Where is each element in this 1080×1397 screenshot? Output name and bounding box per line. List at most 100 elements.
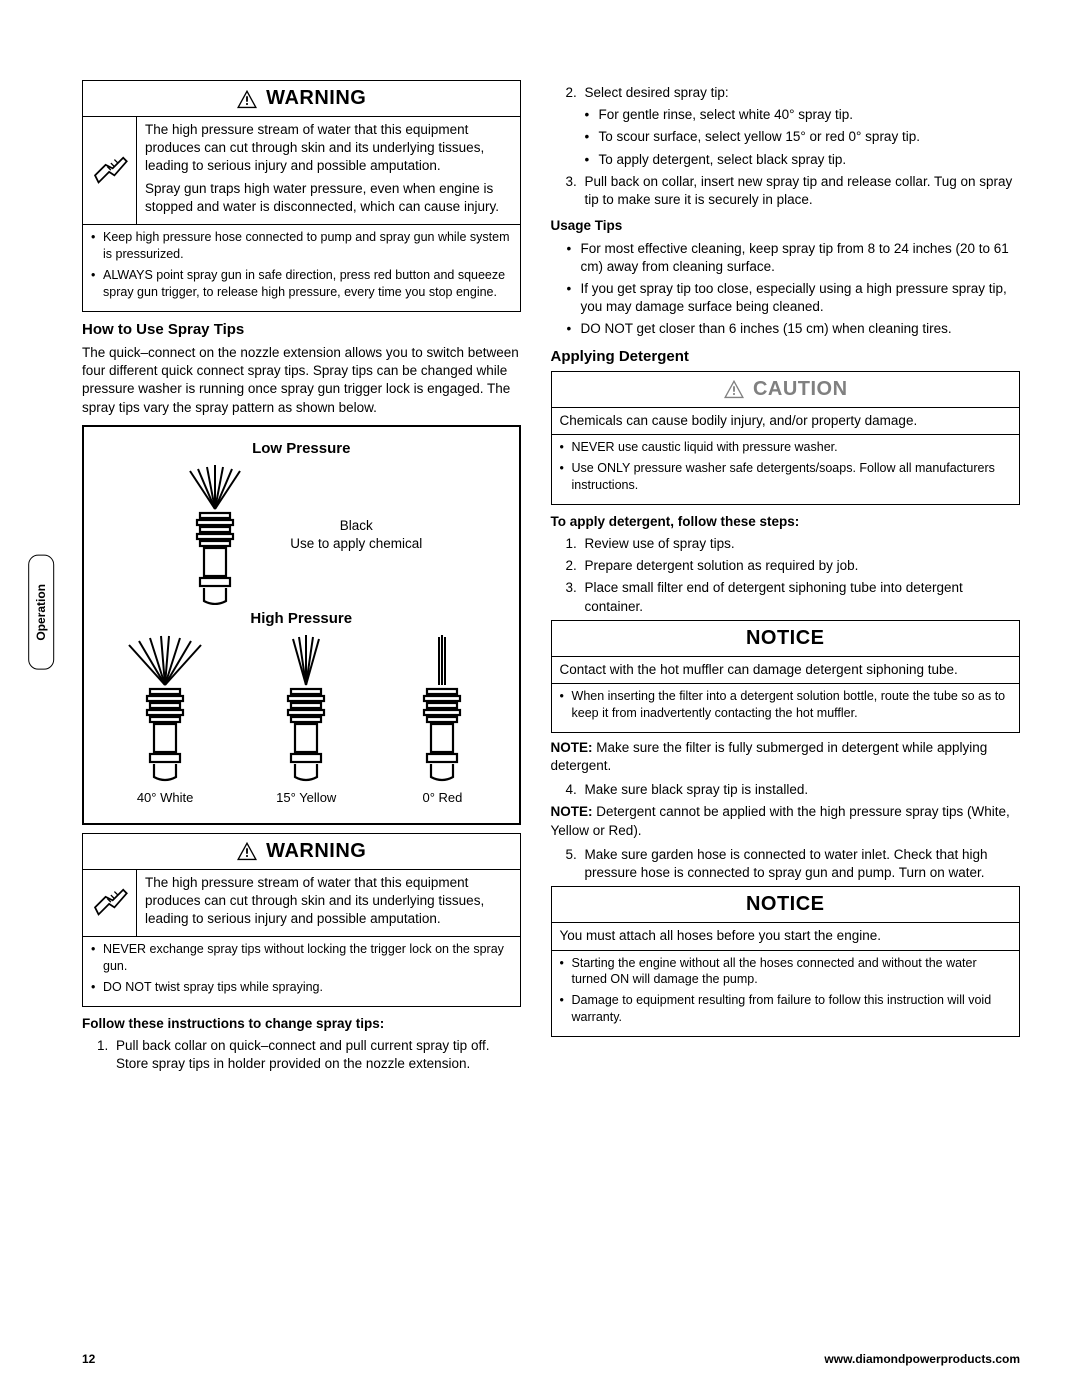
spray-tips-intro: The quick–connect on the nozzle extensio…: [82, 344, 521, 417]
caution-b2: Use ONLY pressure washer safe detergents…: [560, 460, 1011, 494]
warning-triangle-icon: [723, 379, 745, 399]
left-column: WARNING The high pressure stream of wate…: [50, 80, 521, 1078]
black-tip-label-block: Black Use to apply chemical: [290, 517, 422, 552]
notice2-bullets: Starting the engine without all the hose…: [552, 951, 1019, 1037]
caution-body: Chemicals can cause bodily injury, and/o…: [552, 408, 1019, 435]
note1-text: Make sure the filter is fully submerged …: [551, 740, 988, 773]
right-column: Select desired spray tip: For gentle rin…: [551, 80, 1020, 1078]
note2-text: Detergent cannot be applied with the hig…: [551, 804, 1010, 837]
black-tip: [180, 465, 250, 605]
warning-box-2: WARNING The high pressure stream of wate…: [82, 833, 521, 1007]
white-label: 40° White: [137, 789, 194, 807]
yellow-tip: 15° Yellow: [271, 635, 341, 807]
detergent-steps-4: Make sure black spray tip is installed.: [551, 781, 1020, 799]
usage-tips-list: For most effective cleaning, keep spray …: [551, 240, 1020, 339]
warning-triangle-icon: [236, 841, 258, 861]
spray-tip-icon: [125, 635, 205, 785]
notice1-body: Contact with the hot muffler can damage …: [552, 657, 1019, 684]
page-footer: 12 www.diamondpowerproducts.com: [82, 1351, 1020, 1367]
warning1-b1: Keep high pressure hose connected to pum…: [91, 229, 512, 263]
caution-bullets: NEVER use caustic liquid with pressure w…: [552, 435, 1019, 504]
low-pressure-row: Black Use to apply chemical: [92, 465, 511, 605]
red-tip: 0° Red: [407, 635, 477, 807]
change-tips-s1: Pull back collar on quick–connect and pu…: [112, 1037, 521, 1073]
black-desc: Use to apply chemical: [290, 535, 422, 553]
hand-injury-icon: [88, 881, 132, 925]
warning2-split: The high pressure stream of water that t…: [83, 870, 520, 938]
warning1-icon-cell: [83, 117, 137, 224]
white-tip: 40° White: [125, 635, 205, 807]
usage-b3: DO NOT get closer than 6 inches (15 cm) …: [581, 320, 1020, 338]
notice1-b1: When inserting the filter into a deterge…: [560, 688, 1011, 722]
operation-tab: Operation: [28, 555, 54, 670]
detergent-steps-5: Make sure garden hose is connected to wa…: [551, 846, 1020, 882]
warning-triangle-icon: [236, 89, 258, 109]
low-pressure-title: Low Pressure: [92, 439, 511, 459]
change-sub1: For gentle rinse, select white 40° spray…: [599, 106, 1020, 124]
notice-box-2: NOTICE You must attach all hoses before …: [551, 886, 1020, 1037]
detergent-steps-1: Review use of spray tips. Prepare deterg…: [551, 535, 1020, 616]
notice-box-1: NOTICE Contact with the hot muffler can …: [551, 620, 1020, 733]
change-tips-s3: Pull back on collar, insert new spray ti…: [581, 173, 1020, 209]
warning1-text: The high pressure stream of water that t…: [137, 117, 520, 224]
change-tips-sublist: For gentle rinse, select white 40° spray…: [585, 106, 1020, 169]
warning1-split: The high pressure stream of water that t…: [83, 117, 520, 225]
warning1-b2: ALWAYS point spray gun in safe direction…: [91, 267, 512, 301]
warning-box-1: WARNING The high pressure stream of wate…: [82, 80, 521, 312]
note2: NOTE: Detergent cannot be applied with t…: [551, 803, 1020, 839]
hand-injury-icon: [88, 149, 132, 193]
notice2-b1: Starting the engine without all the hose…: [560, 955, 1011, 989]
change-sub2: To scour surface, select yellow 15° or r…: [599, 128, 1020, 146]
note1: NOTE: Make sure the filter is fully subm…: [551, 739, 1020, 775]
notice2-header: NOTICE: [552, 887, 1019, 923]
page-columns: WARNING The high pressure stream of wate…: [50, 80, 1020, 1078]
det-s5: Make sure garden hose is connected to wa…: [581, 846, 1020, 882]
high-pressure-row: 40° White 15° Yellow: [92, 635, 511, 807]
det-s4: Make sure black spray tip is installed.: [581, 781, 1020, 799]
change-sub3: To apply detergent, select black spray t…: [599, 151, 1020, 169]
change-tips-s2: Select desired spray tip: For gentle rin…: [581, 84, 1020, 169]
note2-prefix: NOTE:: [551, 804, 593, 819]
change-tips-list-right: Select desired spray tip: For gentle rin…: [551, 84, 1020, 209]
spray-tip-icon: [180, 465, 250, 605]
change-tips-heading: Follow these instructions to change spra…: [82, 1015, 521, 1033]
caution-box: CAUTION Chemicals can cause bodily injur…: [551, 371, 1020, 505]
notice1-header: NOTICE: [552, 621, 1019, 657]
yellow-label: 15° Yellow: [276, 789, 336, 807]
footer-url: www.diamondpowerproducts.com: [824, 1351, 1020, 1367]
warning-title-2: WARNING: [266, 838, 366, 865]
notice2-body: You must attach all hoses before you sta…: [552, 923, 1019, 950]
caution-header: CAUTION: [552, 372, 1019, 408]
note1-prefix: NOTE:: [551, 740, 593, 755]
warning2-p1: The high pressure stream of water that t…: [145, 874, 512, 929]
high-pressure-title: High Pressure: [92, 609, 511, 629]
warning2-bullets: NEVER exchange spray tips without lockin…: [83, 937, 520, 1006]
notice2-b2: Damage to equipment resulting from failu…: [560, 992, 1011, 1026]
spray-tip-diagram: Low Pressure: [82, 425, 521, 825]
warning1-p2: Spray gun traps high water pressure, eve…: [145, 180, 512, 216]
warning2-icon-cell: [83, 870, 137, 937]
detergent-steps-heading: To apply detergent, follow these steps:: [551, 513, 1020, 531]
warning-title-1: WARNING: [266, 85, 366, 112]
spray-tip-icon: [407, 635, 477, 785]
notice1-bullets: When inserting the filter into a deterge…: [552, 684, 1019, 732]
detergent-heading: Applying Detergent: [551, 347, 1020, 367]
det-s1: Review use of spray tips.: [581, 535, 1020, 553]
usage-tips-heading: Usage Tips: [551, 217, 1020, 235]
det-s3: Place small filter end of detergent siph…: [581, 579, 1020, 615]
warning1-p1: The high pressure stream of water that t…: [145, 121, 512, 176]
warning2-b2: DO NOT twist spray tips while spraying.: [91, 979, 512, 996]
usage-b1: For most effective cleaning, keep spray …: [581, 240, 1020, 276]
change-tips-s2-text: Select desired spray tip:: [585, 85, 729, 100]
spray-tip-icon: [271, 635, 341, 785]
warning-header-2: WARNING: [83, 834, 520, 870]
warning1-bullets: Keep high pressure hose connected to pum…: [83, 225, 520, 311]
spray-tips-heading: How to Use Spray Tips: [82, 320, 521, 340]
usage-b2: If you get spray tip too close, especial…: [581, 280, 1020, 316]
caution-b1: NEVER use caustic liquid with pressure w…: [560, 439, 1011, 456]
warning2-text: The high pressure stream of water that t…: [137, 870, 520, 937]
change-tips-list-left: Pull back collar on quick–connect and pu…: [82, 1037, 521, 1073]
caution-title: CAUTION: [753, 376, 848, 403]
warning2-b1: NEVER exchange spray tips without lockin…: [91, 941, 512, 975]
det-s2: Prepare detergent solution as required b…: [581, 557, 1020, 575]
